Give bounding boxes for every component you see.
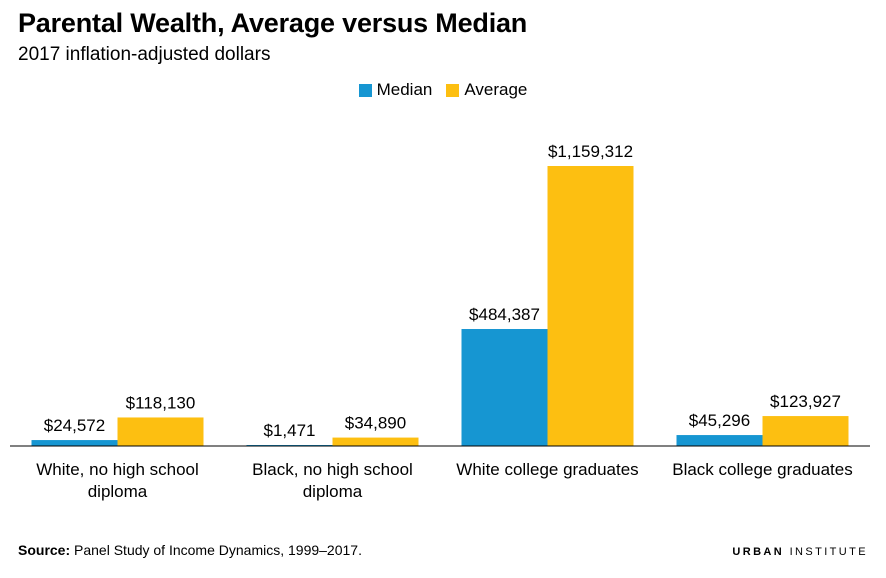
bar-average-0 xyxy=(117,417,204,446)
data-label-median-2: $484,387 xyxy=(469,305,540,324)
bar-average-2 xyxy=(547,166,634,446)
urban-institute-logo: URBAN INSTITUTE xyxy=(732,546,868,558)
category-label-2-0: White college graduates xyxy=(456,460,638,479)
chart-title: Parental Wealth, Average versus Median xyxy=(18,8,528,38)
category-label-1-0: Black, no high school xyxy=(252,460,413,479)
legend-item-median: Median xyxy=(358,80,433,100)
legend-swatch-average xyxy=(446,83,460,97)
data-label-average-0: $118,130 xyxy=(126,393,196,412)
legend-label-median: Median xyxy=(376,80,433,99)
bar-median-3 xyxy=(676,435,763,446)
legend-swatch-median xyxy=(358,83,372,97)
bar-median-0 xyxy=(31,440,118,446)
legend-item-average: Average xyxy=(446,80,527,100)
source-note: Source: Panel Study of Income Dynamics, … xyxy=(18,542,362,558)
data-label-average-1: $34,890 xyxy=(345,414,406,433)
legend-label-average: Average xyxy=(464,80,528,99)
category-label-1-1: diploma xyxy=(303,482,363,501)
source-label: Source: xyxy=(18,542,71,558)
data-label-median-3: $45,296 xyxy=(689,411,750,430)
logo-rest: INSTITUTE xyxy=(784,546,868,558)
data-label-median-0: $24,572 xyxy=(44,416,105,435)
category-label-0-1: diploma xyxy=(88,482,148,501)
logo-bold: URBAN xyxy=(732,546,785,558)
legend: Median Average xyxy=(0,80,886,100)
category-label-3-0: Black college graduates xyxy=(672,460,853,479)
data-label-average-3: $123,927 xyxy=(770,392,841,411)
bar-average-3 xyxy=(762,416,849,446)
data-label-average-2: $1,159,312 xyxy=(548,142,633,161)
data-label-median-1: $1,471 xyxy=(264,421,316,440)
source-text: Panel Study of Income Dynamics, 1999–201… xyxy=(70,542,362,558)
category-label-0-0: White, no high school xyxy=(36,460,199,479)
chart-subtitle: 2017 inflation-adjusted dollars xyxy=(18,44,271,65)
bar-average-1 xyxy=(332,437,419,446)
bar-median-2 xyxy=(461,329,548,446)
